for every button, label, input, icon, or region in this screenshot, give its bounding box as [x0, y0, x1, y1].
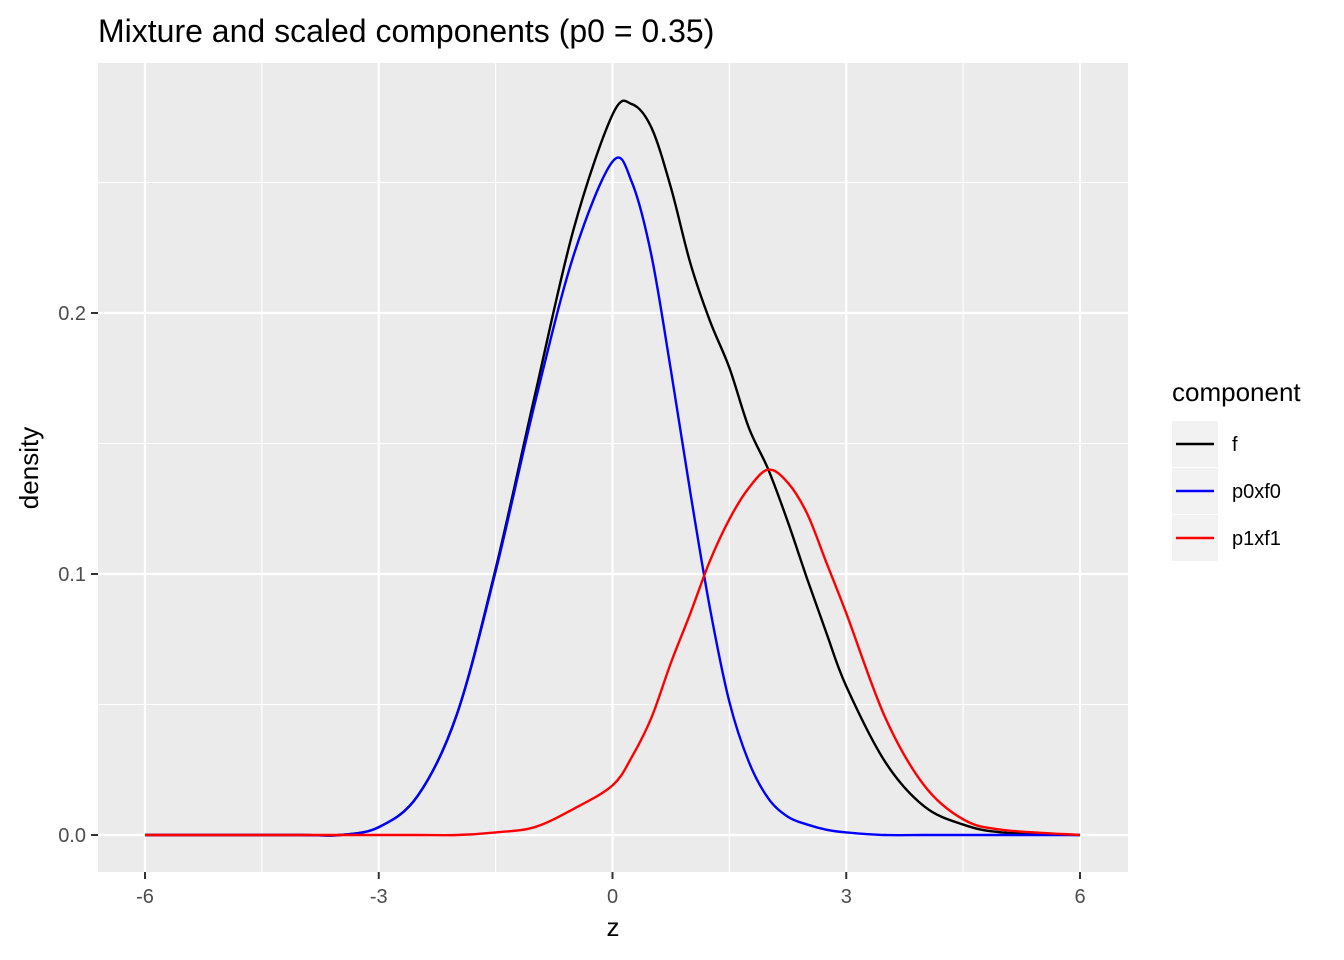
- x-tick-label: 3: [841, 886, 852, 908]
- series-line-p1xf1: [144, 468, 1081, 837]
- legend: component f p0xf0 p1xf1: [1172, 377, 1301, 561]
- y-axis-title: density: [14, 427, 44, 509]
- x-tick-label: -3: [370, 886, 388, 908]
- y-tick-label: 0.2: [58, 303, 86, 325]
- series-lines: [144, 99, 1081, 837]
- x-axis: -6 -3 0 3 6: [136, 872, 1086, 908]
- legend-label-f: f: [1232, 434, 1238, 456]
- x-tick-label: 6: [1074, 886, 1085, 908]
- y-tick-label: 0.0: [58, 825, 86, 847]
- series-line-p0xf0: [144, 156, 1080, 837]
- legend-label-p1xf1: p1xf1: [1232, 528, 1281, 550]
- x-tick-label: -6: [136, 886, 154, 908]
- chart-title: Mixture and scaled components (p0 = 0.35…: [98, 13, 714, 49]
- grid: [98, 63, 1128, 872]
- legend-label-p0xf0: p0xf0: [1232, 481, 1281, 503]
- legend-items: f p0xf0 p1xf1: [1172, 421, 1281, 561]
- y-tick-label: 0.1: [58, 564, 86, 586]
- legend-title: component: [1172, 377, 1301, 407]
- x-axis-title: z: [607, 912, 620, 942]
- y-axis: 0.0 0.1 0.2: [58, 303, 98, 847]
- x-tick-label: 0: [607, 886, 618, 908]
